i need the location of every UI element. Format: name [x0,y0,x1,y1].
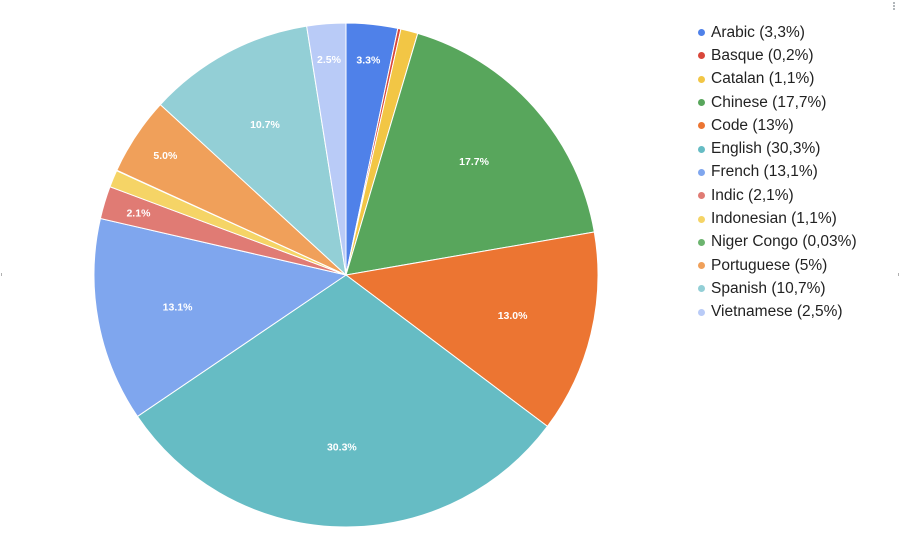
slice-label-vietnamese: 2.5% [317,54,342,66]
legend-item-spanish[interactable]: Spanish (10,7%) [698,277,857,300]
legend-item-code[interactable]: Code (13%) [698,114,857,137]
legend-label: Code (13%) [711,116,794,134]
slice-label-french: 13.1% [163,302,193,314]
legend-marker [698,215,705,223]
legend-label: Niger Congo (0,03%) [711,233,857,251]
legend-marker [698,99,705,107]
legend-label: English (30,3%) [711,140,821,158]
legend-marker [698,168,705,176]
legend-label: Basque (0,2%) [711,46,814,64]
legend-label: Catalan (1,1%) [711,70,815,88]
legend-marker [698,262,705,270]
slice-label-indic: 2.1% [126,208,151,220]
legend-label: Chinese (17,7%) [711,93,827,111]
legend-label: Portuguese (5%) [711,256,828,274]
legend-item-chinese[interactable]: Chinese (17,7%) [698,91,857,114]
right-edge-marker [898,273,899,276]
legend-item-arabic[interactable]: Arabic (3,3%) [698,21,857,44]
pie-slice-english[interactable] [136,274,549,528]
legend-label: Vietnamese (2,5%) [711,303,843,321]
left-edge-marker [1,273,2,276]
legend-marker [698,192,705,200]
legend-item-catalan[interactable]: Catalan (1,1%) [698,68,857,91]
slice-label-arabic: 3.3% [356,54,381,66]
legend-item-indic[interactable]: Indic (2,1%) [698,184,857,207]
pie-slice-code[interactable] [344,231,599,428]
slice-label-spanish: 10.7% [250,119,280,131]
pie-slice-chinese[interactable] [345,32,595,276]
legend-item-english[interactable]: English (30,3%) [698,137,857,160]
legend-marker [698,122,705,130]
legend-item-vietnamese[interactable]: Vietnamese (2,5%) [698,301,857,324]
legend-marker [698,29,705,37]
legend-item-portuguese[interactable]: Portuguese (5%) [698,254,857,277]
legend-marker [698,145,705,153]
legend-label: French (13,1%) [711,163,818,181]
legend-label: Indic (2,1%) [711,186,794,204]
pie-slice-spanish[interactable] [159,25,347,277]
legend-marker [698,308,705,316]
pie-slice-vietnamese[interactable] [306,22,347,276]
legend-item-indonesian[interactable]: Indonesian (1,1%) [698,207,857,230]
chart-legend: Arabic (3,3%) Basque (0,2%) Catalan (1,1%)… [698,21,857,324]
slice-label-chinese: 17.7% [459,156,489,168]
slice-label-english: 30.3% [327,441,357,453]
legend-marker [698,238,705,246]
legend-marker [698,285,705,293]
legend-label: Indonesian (1,1%) [711,210,837,228]
legend-label: Arabic (3,3%) [711,23,805,41]
more-vert-icon[interactable] [893,2,896,11]
legend-item-niger-congo[interactable]: Niger Congo (0,03%) [698,231,857,254]
legend-label: Spanish (10,7%) [711,279,826,297]
legend-marker [698,75,705,83]
pie-slice-french[interactable] [93,217,348,418]
legend-item-basque[interactable]: Basque (0,2%) [698,44,857,67]
slice-label-code: 13.0% [498,310,528,322]
slice-label-portuguese: 5.0% [153,150,178,162]
legend-marker [698,52,705,60]
legend-item-french[interactable]: French (13,1%) [698,161,857,184]
